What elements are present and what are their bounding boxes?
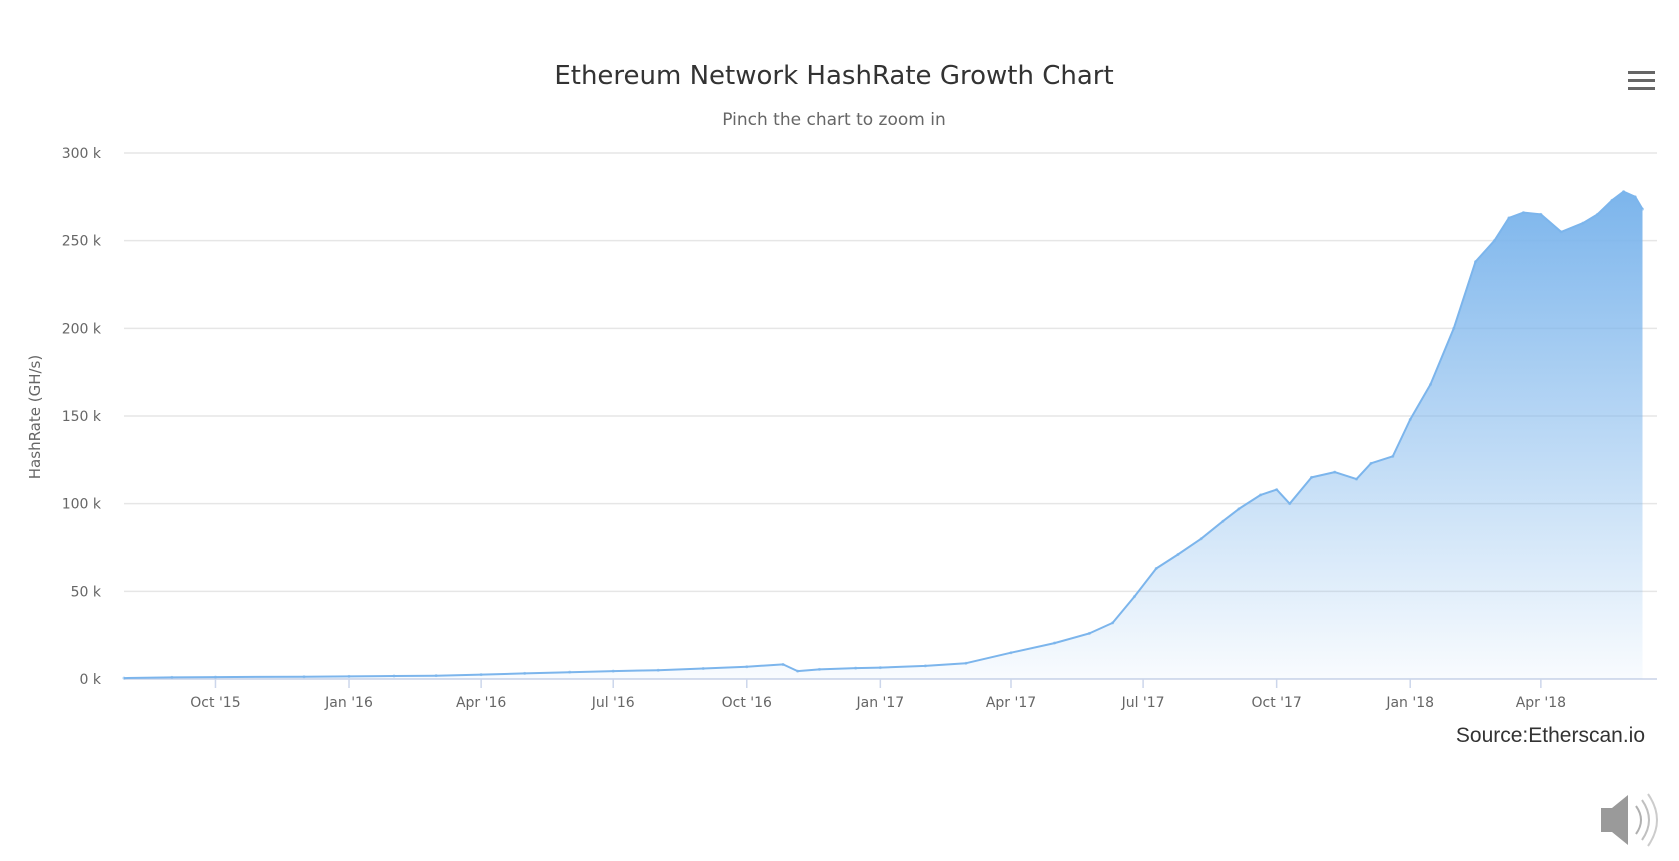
x-tick-label: Jan '18 (1385, 695, 1434, 711)
x-tick-label: Jan '17 (855, 695, 904, 711)
data-point (796, 669, 800, 673)
data-point (1581, 221, 1585, 225)
data-point (745, 665, 749, 669)
chart-subtitle: Pinch the chart to zoom in (722, 110, 945, 130)
data-point (1111, 621, 1115, 625)
data-point (122, 676, 126, 680)
x-tick-label: Apr '17 (986, 695, 1036, 711)
y-axis-title: HashRate (GH/s) (26, 355, 44, 479)
y-tick-label: 100 k (62, 497, 102, 513)
x-tick-label: Oct '17 (1251, 695, 1301, 711)
data-point (1492, 239, 1496, 243)
speaker-icon[interactable] (1601, 793, 1658, 847)
data-point (1391, 454, 1395, 458)
data-point (923, 664, 927, 668)
data-point (1132, 595, 1136, 599)
x-tick-label: Jul '17 (1121, 695, 1165, 711)
data-point (1259, 493, 1263, 497)
data-point (1275, 488, 1279, 492)
data-point (347, 674, 351, 678)
chart-credits[interactable]: Source:Etherscan.io (1456, 724, 1645, 747)
data-point (1521, 211, 1525, 215)
data-point (1354, 477, 1358, 481)
data-point (611, 669, 615, 673)
data-point (1309, 475, 1313, 479)
data-point (392, 674, 396, 678)
data-point (1154, 567, 1158, 571)
data-point (1622, 190, 1626, 194)
y-axis-tick-labels: 0 k 50 k 100 k 150 k 200 k 250 k 300 k (62, 146, 102, 688)
data-point (781, 662, 785, 666)
data-point (817, 667, 821, 671)
data-point (1369, 461, 1373, 465)
y-tick-label: 200 k (62, 321, 102, 337)
y-tick-label: 0 k (80, 672, 102, 688)
x-tick-label: Jul '16 (591, 695, 635, 711)
data-point (1333, 470, 1337, 474)
data-point (1452, 326, 1456, 330)
x-axis-tick-labels: Oct '15 Jan '16 Apr '16 Jul '16 Oct '16 Jan '… (190, 679, 1566, 711)
data-point (302, 675, 306, 679)
data-point (1237, 507, 1241, 511)
data-point (1640, 207, 1644, 211)
hamburger-menu-icon[interactable] (1624, 66, 1660, 96)
data-point (170, 675, 174, 679)
data-point (701, 666, 705, 670)
data-point (568, 670, 572, 674)
x-tick-label: Apr '18 (1516, 695, 1566, 711)
series-line (123, 190, 1644, 680)
data-point (1408, 418, 1412, 422)
x-tick-label: Oct '16 (722, 695, 772, 711)
plot-area[interactable] (122, 190, 1644, 680)
y-tick-label: 150 k (62, 409, 102, 425)
data-point (1559, 230, 1563, 234)
x-tick-label: Apr '16 (456, 695, 506, 711)
data-point (523, 671, 527, 675)
data-point (1610, 198, 1614, 202)
data-point (964, 661, 968, 665)
data-point (1507, 216, 1511, 220)
data-point (1474, 260, 1478, 264)
y-tick-label: 300 k (62, 146, 102, 162)
grid-lines (124, 152, 1657, 680)
data-point (1087, 631, 1091, 635)
data-point (1539, 212, 1543, 216)
data-point (1595, 212, 1599, 216)
data-point (854, 666, 858, 670)
y-tick-label: 50 k (71, 584, 102, 600)
data-point (1199, 537, 1203, 541)
data-point (878, 666, 882, 670)
data-point (1221, 519, 1225, 523)
data-point (1288, 502, 1292, 506)
series-area (124, 191, 1643, 679)
data-point (1176, 553, 1180, 557)
y-tick-label: 250 k (62, 234, 102, 250)
chart-title: Ethereum Network HashRate Growth Chart (554, 61, 1113, 91)
data-point (213, 675, 217, 679)
data-point (434, 674, 438, 678)
data-point (1633, 195, 1637, 199)
data-point (479, 673, 483, 677)
data-point (1053, 641, 1057, 645)
data-point (656, 668, 660, 672)
data-point (1429, 382, 1433, 386)
x-tick-label: Oct '15 (190, 695, 240, 711)
x-tick-label: Jan '16 (324, 695, 373, 711)
data-point (1009, 651, 1013, 655)
